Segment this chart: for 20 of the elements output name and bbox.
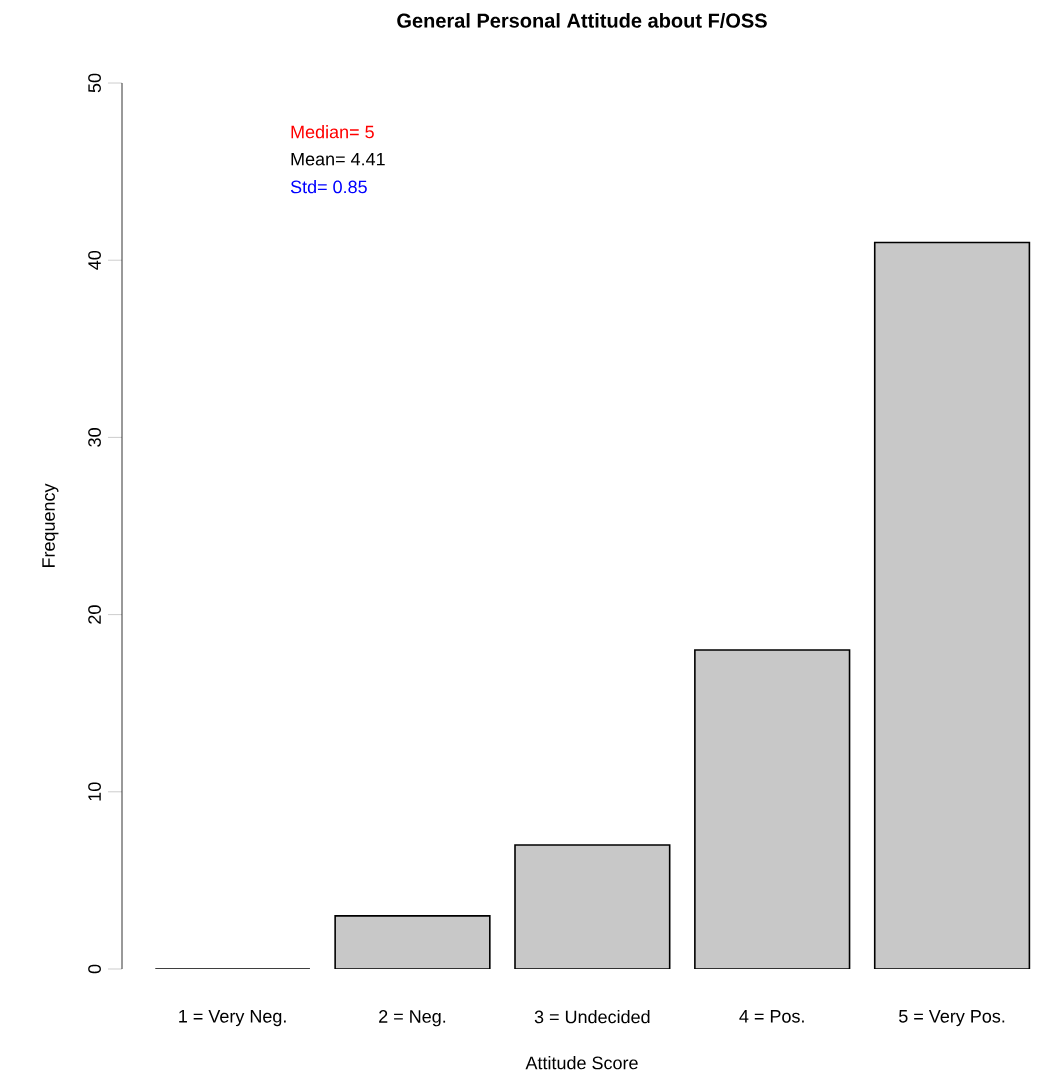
x-tick-label: 5 = Very Pos. bbox=[899, 1010, 1005, 1027]
y-tick-label: 30 bbox=[88, 428, 101, 447]
annotation: Std= 0.85 bbox=[290, 180, 367, 194]
annotation: Median= 5 bbox=[291, 125, 374, 139]
annotation: Mean= 4.41 bbox=[291, 152, 385, 166]
bar bbox=[694, 650, 850, 969]
y-tick-label: 50 bbox=[88, 73, 101, 93]
bar bbox=[335, 915, 490, 969]
y-axis-title: Frequency bbox=[42, 483, 59, 568]
x-tick-label: 3 = Undecided bbox=[534, 1010, 650, 1024]
x-tick-label: 2 = Neg. bbox=[379, 1010, 446, 1027]
y-tick-label: 0 bbox=[88, 964, 101, 974]
bar bbox=[515, 844, 670, 969]
y-tick-label: 10 bbox=[88, 782, 101, 801]
x-tick-label: 4 = Pos. bbox=[739, 1010, 804, 1023]
x-axis-title: Attitude Score bbox=[525, 1056, 638, 1070]
x-tick-label: 1 = Very Neg. bbox=[179, 1010, 286, 1027]
chart-title: General Personal Attitude about F/OSS bbox=[397, 13, 767, 28]
y-tick-label: 20 bbox=[88, 605, 101, 624]
y-tick-label: 40 bbox=[88, 250, 101, 270]
